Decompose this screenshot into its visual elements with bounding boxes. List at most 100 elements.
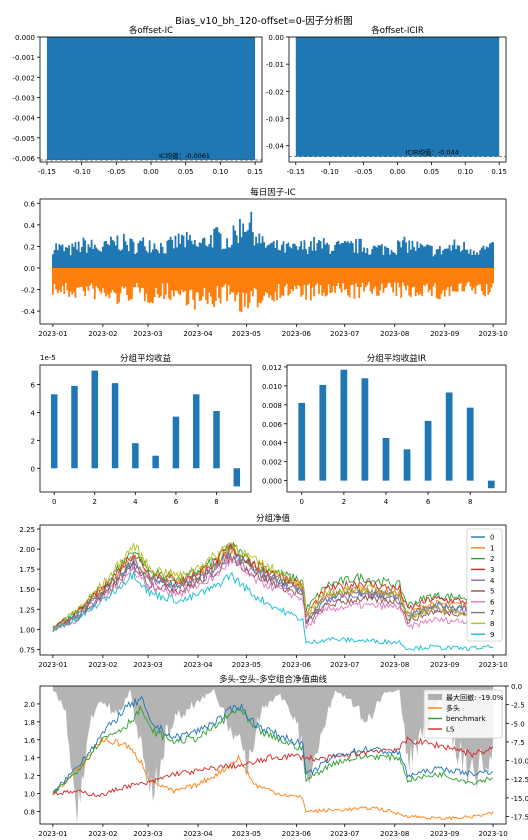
long-short-xtick-label: 2023-02 (88, 830, 117, 838)
group-nav-legend-label: 3 (490, 566, 494, 574)
group-nav-ytick-label: 1.75 (19, 566, 35, 574)
long-short-xtick-label: 2023-03 (133, 830, 162, 838)
group-ir-title: 分组平均收益IR (367, 353, 427, 364)
offset-icir-bar (295, 37, 500, 157)
daily-ic-xtick-label: 2023-02 (88, 330, 117, 338)
offset-ic-annotation: IC均值：-0.0061 (159, 151, 210, 160)
long-short-legend-label: 最大回撤: -19.0% (446, 693, 504, 702)
group-returns-bar (71, 385, 78, 469)
group-nav-legend-label: 7 (490, 609, 494, 617)
daily-ic-ytick-label: 0.0 (24, 265, 35, 273)
group-returns-scale-label: 1e-5 (40, 354, 56, 362)
offset-ic-ytick-label: -0.004 (12, 115, 35, 123)
long-short-xtick-label: 2023-06 (282, 830, 312, 838)
group-nav-line-6 (52, 557, 494, 631)
group-nav-legend (466, 528, 503, 642)
group-nav-legend-label: 5 (490, 588, 494, 596)
long-short-ytick-label: 2.0 (24, 701, 35, 709)
long-short-title: 多头-空头-多空组合净值曲线 (219, 674, 328, 685)
group-nav-xtick-label: 2023-07 (330, 661, 359, 669)
group-returns-ytick-label: 4 (31, 409, 36, 417)
long-short-ytick-label: 1.6 (24, 737, 36, 745)
group-returns-bar (50, 394, 58, 469)
daily-ic-xtick-label: 2023-10 (478, 330, 507, 338)
chart-panels: IC均值：-0.0061各offset-IC0.000-0.001-0.002-… (12, 25, 528, 838)
daily-ic-xtick-label: 2023-03 (133, 330, 162, 338)
group-returns-bar (213, 411, 220, 469)
daily-ic-xtick-label: 2023-05 (232, 330, 261, 338)
group-ir-bar (361, 378, 369, 481)
group-returns-xtick-label: 2 (93, 498, 97, 506)
group-ir-ytick-label: 0.002 (262, 459, 282, 467)
offset-icir-ytick-label: -0.02 (266, 88, 284, 96)
group-nav-line-3 (52, 542, 494, 630)
group-returns-bar (192, 394, 200, 469)
group-ir-ytick-label: 0.006 (262, 421, 283, 429)
group-nav-line-7 (52, 546, 494, 633)
group-ir-ytick-label: 0.010 (262, 383, 282, 391)
group-nav-xtick-label: 2023-06 (282, 661, 312, 669)
daily-ic-frame (39, 198, 507, 325)
group-ir-xtick-label: 2 (342, 498, 346, 506)
group-nav-legend-label: 2 (490, 555, 494, 563)
long-short-right-ytick-label: 0.0 (511, 683, 522, 691)
group-returns-bar (233, 468, 241, 487)
daily-ic-xtick-label: 2023-08 (380, 330, 409, 338)
daily-ic-ytick-label: 0.4 (24, 222, 36, 230)
long-short-ytick-label: 0.8 (24, 808, 35, 816)
group-returns-bar (91, 370, 99, 469)
group-nav-xtick-label: 2023-08 (380, 661, 409, 669)
group-ir-xtick-label: 4 (384, 498, 389, 506)
group-ir-bar (403, 449, 411, 481)
group-ir-bar (340, 369, 348, 481)
offset-icir-xtick-label: -0.10 (321, 168, 339, 176)
long-short-right-ytick-label: -10.0 (511, 758, 528, 766)
long-short-right-ytick-label: -2.5 (511, 702, 525, 710)
long-short-frame (39, 685, 507, 825)
long-short-xtick-label: 2023-07 (330, 830, 359, 838)
long-short-line-LS (52, 736, 494, 798)
group-ir-ytick-label: 0.004 (262, 440, 283, 448)
offset-ic-xtick-label: -0.10 (73, 168, 91, 176)
group-nav-legend-label: 0 (490, 534, 494, 542)
daily-ic-xtick-label: 2023-01 (38, 330, 67, 338)
daily-ic-xtick-label: 2023-07 (330, 330, 359, 338)
long-short-right-ytick-label: -17.5 (511, 814, 528, 822)
long-short-xtick-label: 2023-04 (183, 830, 213, 838)
offset-icir-xtick-label: 0.00 (390, 168, 406, 176)
group-nav-xtick-label: 2023-09 (430, 661, 459, 669)
daily-ic-ytick-label: -0.2 (21, 287, 35, 295)
long-short-legend (423, 689, 503, 739)
group-returns-bar (152, 455, 159, 469)
group-nav-legend-label: 9 (490, 631, 494, 639)
group-returns-ytick-label: 2 (31, 437, 35, 445)
long-short-right-ytick-label: -15.0 (511, 795, 528, 803)
offset-icir-annotation: ICIR均值：-0.044 (406, 148, 459, 157)
long-short-drawdown-area (52, 686, 494, 824)
long-short-xtick-label: 2023-08 (380, 830, 409, 838)
group-ir-xtick-label: 0 (300, 498, 304, 506)
group-nav-ytick-label: 2.25 (19, 526, 35, 534)
long-short-ytick-label: 1.8 (24, 719, 35, 727)
offset-icir-ytick-label: 0.00 (268, 34, 284, 42)
long-short-legend-label: 多头 (446, 704, 460, 713)
group-returns-xtick-label: 0 (52, 498, 56, 506)
group-nav-legend-label: 8 (490, 620, 494, 628)
daily-ic-ytick-label: -0.4 (21, 308, 35, 316)
group-nav-line-9 (52, 571, 494, 652)
group-returns-frame (39, 364, 252, 493)
long-short-xtick-label: 2023-10 (478, 830, 507, 838)
group-nav-ytick-label: 2.00 (19, 546, 35, 554)
long-short-right-ytick-label: -7.5 (511, 739, 525, 747)
group-returns-ytick-label: 0 (31, 465, 35, 473)
group-nav-ytick-label: 1.00 (19, 626, 35, 634)
long-short-line-benchmark (52, 704, 494, 794)
offset-icir-ytick-label: -0.04 (266, 143, 285, 151)
long-short-line-extra-3 (52, 695, 494, 793)
group-nav-line-5 (52, 552, 494, 628)
offset-ic-xtick-label: 0.05 (178, 168, 194, 176)
group-nav-xtick-label: 2023-01 (38, 661, 67, 669)
group-nav-legend-label: 4 (490, 577, 495, 585)
daily-ic-ytick-label: 0.2 (24, 243, 35, 251)
